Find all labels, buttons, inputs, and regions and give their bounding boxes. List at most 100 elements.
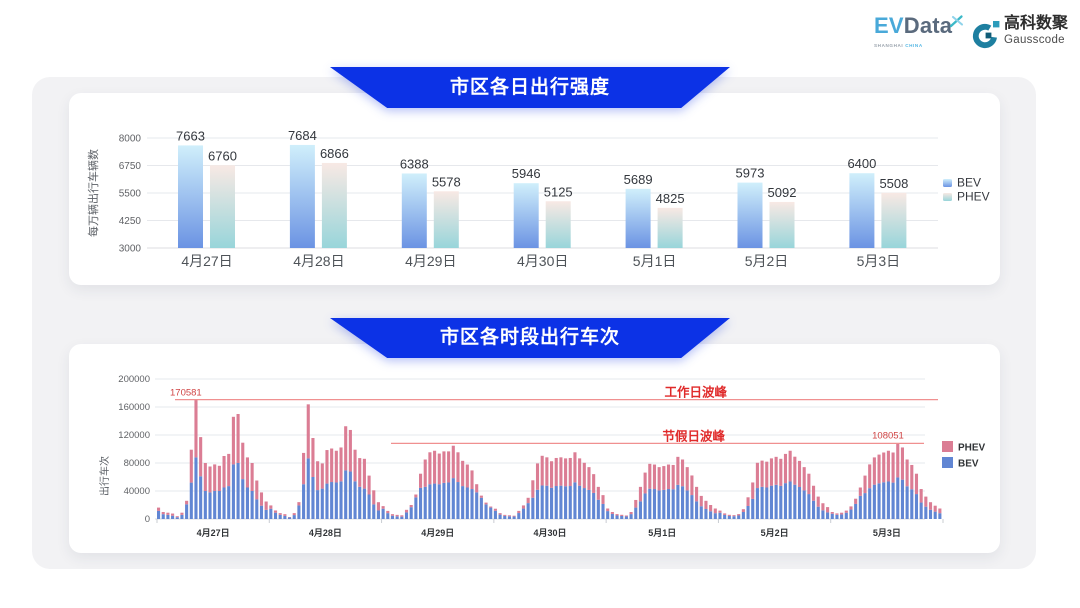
legend-item-phev[interactable]: PHEV: [942, 441, 986, 454]
stack-bev: [428, 484, 432, 519]
stack-phev: [316, 461, 320, 491]
stack-phev: [213, 464, 217, 491]
stack-bev: [367, 494, 371, 519]
stack-bev: [451, 478, 455, 519]
stack-phev: [924, 496, 928, 507]
stack-phev: [933, 505, 937, 512]
y-tick-label: 120000: [118, 430, 150, 441]
stack-phev: [690, 475, 694, 496]
x-category-label: 5月1日: [633, 253, 677, 269]
stack-phev: [161, 512, 165, 515]
stack-bev: [437, 484, 441, 519]
x-category-label: 4月28日: [309, 528, 342, 538]
legend-item-bev[interactable]: BEV: [942, 457, 979, 470]
stack-phev: [437, 453, 441, 485]
stack-phev: [816, 496, 820, 507]
stack-phev: [517, 510, 521, 514]
stack-bev: [718, 512, 722, 519]
stack-phev: [292, 513, 296, 516]
y-axis-title: 出行车次: [98, 456, 111, 496]
daily-intensity-card: 3000 4250 5500 6750 8000 每万辆出行车辆数 7663 6760 4月27…: [69, 93, 1000, 285]
stack-bev: [456, 482, 460, 519]
stack-bev: [938, 513, 942, 519]
evdata-ev-text: EV: [874, 13, 904, 38]
legend-item-bev[interactable]: BEV: [943, 176, 981, 190]
stack-phev: [657, 467, 661, 491]
stack-bev: [844, 512, 848, 519]
legend-swatch: [942, 441, 953, 452]
stack-bev: [886, 481, 890, 519]
y-tick-label: 0: [145, 514, 150, 525]
stack-bev: [751, 498, 755, 519]
stack-phev: [236, 414, 240, 463]
stack-bev: [250, 491, 254, 519]
stack-phev: [423, 459, 427, 487]
stack-phev: [582, 462, 586, 489]
stack-phev: [629, 512, 633, 515]
bar-value-phev: 5508: [879, 176, 908, 191]
bar-bev: [401, 173, 427, 248]
stack-bev: [695, 501, 699, 519]
stack-bev: [288, 517, 292, 519]
stack-bev: [465, 487, 469, 519]
stack-phev: [456, 452, 460, 483]
x-category-label: 4月29日: [405, 253, 456, 269]
stack-bev: [489, 507, 493, 519]
stack-bev: [498, 514, 502, 519]
stack-phev: [503, 514, 507, 516]
stack-bev: [760, 486, 764, 519]
stack-phev: [896, 443, 900, 478]
stack-phev: [723, 513, 727, 515]
y-tick-label: 6750: [119, 161, 142, 172]
holiday-peak-label: 节假日波峰: [662, 428, 725, 443]
stack-bev: [919, 502, 923, 519]
stack-bev: [573, 482, 577, 519]
stack-phev: [428, 452, 432, 485]
stack-bev: [180, 514, 184, 519]
stack-phev: [208, 466, 212, 493]
stack-bev: [161, 514, 165, 519]
stack-phev: [185, 500, 189, 505]
stack-phev: [367, 475, 371, 495]
stack-bev: [858, 495, 862, 519]
stack-bev: [676, 484, 680, 519]
legend-label: PHEV: [958, 443, 986, 454]
stack-bev: [807, 494, 811, 519]
stack-bev: [643, 493, 647, 519]
stack-phev: [564, 458, 568, 487]
daily-intensity-title: 市区各日出行强度: [449, 77, 610, 98]
stack-bev: [400, 516, 404, 519]
stack-bev: [521, 508, 526, 519]
stack-bev: [330, 482, 334, 519]
stack-phev: [489, 506, 493, 508]
gausscode-g-icon: [972, 21, 1000, 49]
stack-bev: [157, 510, 161, 519]
stack-phev: [755, 462, 759, 489]
stack-phev: [381, 506, 385, 509]
stack-phev: [484, 502, 488, 505]
stack-phev: [797, 460, 802, 488]
stack-bev: [217, 491, 221, 519]
stack-bev: [535, 489, 540, 519]
stack-phev: [648, 463, 652, 489]
stack-bev: [882, 482, 886, 519]
stack-bev: [826, 512, 830, 519]
stack-bev: [835, 514, 839, 519]
stack-phev: [203, 463, 207, 491]
stack-phev: [774, 456, 778, 485]
legend-item-phev[interactable]: PHEV: [943, 190, 990, 204]
stack-bev: [788, 481, 792, 519]
stack-bev: [793, 484, 797, 519]
stack-phev: [643, 472, 647, 494]
hourly-trips-title-ribbon: 市区各时段出行车次: [330, 318, 730, 358]
stack-phev: [470, 470, 474, 490]
stack-phev: [283, 514, 287, 516]
stack-bev: [779, 485, 783, 519]
stack-phev: [746, 497, 750, 506]
stack-phev: [760, 460, 764, 487]
stack-bev: [325, 483, 329, 519]
stack-phev: [311, 438, 315, 477]
stack-bev: [797, 487, 802, 519]
stack-bev: [554, 486, 558, 519]
stack-bev: [231, 464, 235, 519]
